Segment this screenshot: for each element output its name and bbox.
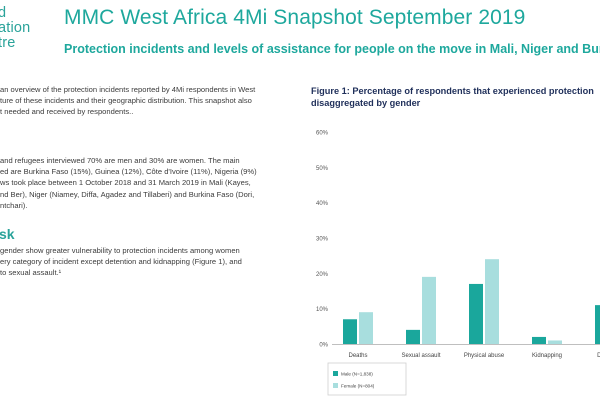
bar bbox=[485, 259, 499, 344]
text-line: ws took place between 1 October 2018 and… bbox=[0, 178, 251, 188]
bar bbox=[359, 312, 373, 344]
bar bbox=[469, 283, 483, 344]
bar bbox=[595, 305, 600, 344]
intro-paragraph: an overview of the protection incidents … bbox=[0, 84, 290, 118]
page-title: MMC West Africa 4Mi Snapshot September 2… bbox=[64, 6, 526, 29]
y-tick-label: 40% bbox=[316, 201, 329, 207]
text-line: gender show greater vulnerability to pro… bbox=[0, 246, 240, 255]
text-line: nd Ber), Niger (Niamey, Diffa, Agadez an… bbox=[0, 189, 255, 199]
y-tick-label: 20% bbox=[316, 272, 329, 278]
bar bbox=[406, 329, 420, 344]
text-line: ery category of incident except detentio… bbox=[0, 257, 242, 267]
legend-label: Male (N=1,838) bbox=[341, 372, 373, 377]
x-tick-label: Detention bbox=[597, 353, 600, 359]
logo-line: tre bbox=[0, 35, 16, 51]
y-tick-label: 50% bbox=[316, 166, 329, 172]
bar bbox=[422, 276, 436, 344]
organisation-logo-text: d ation tre bbox=[0, 6, 30, 51]
legend-swatch bbox=[333, 383, 338, 388]
figure-title-line: Figure 1: Percentage of respondents that… bbox=[311, 86, 594, 96]
risk-paragraph: gender show greater vulnerability to pro… bbox=[0, 245, 290, 279]
text-line: ntchari). bbox=[0, 200, 28, 210]
bar bbox=[548, 340, 562, 344]
figure-title-line: disaggregated by gender bbox=[311, 98, 421, 108]
logo-line: ation bbox=[0, 20, 31, 36]
y-tick-label: 60% bbox=[316, 131, 329, 137]
y-tick-label: 10% bbox=[316, 307, 329, 313]
text-line: ture of these incidents and their geogra… bbox=[0, 96, 252, 106]
y-tick-label: 0% bbox=[319, 343, 328, 349]
bar bbox=[343, 319, 357, 344]
y-tick-label: 30% bbox=[316, 237, 329, 243]
text-line: to sexual assault.¹ bbox=[0, 268, 62, 278]
logo-line: d bbox=[0, 5, 7, 21]
legend-box bbox=[327, 362, 407, 396]
text-line: and refugees interviewed 70% are men and… bbox=[0, 156, 240, 165]
risk-section-heading: sk bbox=[0, 226, 15, 242]
bar bbox=[532, 336, 546, 344]
text-line: t needed and received by respondents.. bbox=[0, 107, 134, 117]
x-tick-label: Deaths bbox=[348, 353, 367, 359]
page-subtitle: Protection incidents and levels of assis… bbox=[64, 42, 600, 56]
legend-swatch bbox=[333, 371, 338, 376]
x-tick-label: Sexual assault bbox=[401, 353, 440, 359]
text-line: an overview of the protection incidents … bbox=[0, 85, 256, 94]
x-tick-label: Kidnapping bbox=[532, 353, 562, 359]
figure-title: Figure 1: Percentage of respondents that… bbox=[311, 85, 600, 109]
text-line: ed are Burkina Faso (15%), Guinea (12%),… bbox=[0, 167, 257, 177]
profile-paragraph: and refugees interviewed 70% are men and… bbox=[0, 155, 290, 211]
x-tick-label: Physical abuse bbox=[464, 353, 505, 359]
legend-label: Female (N=804) bbox=[341, 384, 375, 389]
bar-chart: 0% 10% 20% 30% 40% 50% 60% Deaths Sexual assault… bbox=[316, 131, 600, 396]
